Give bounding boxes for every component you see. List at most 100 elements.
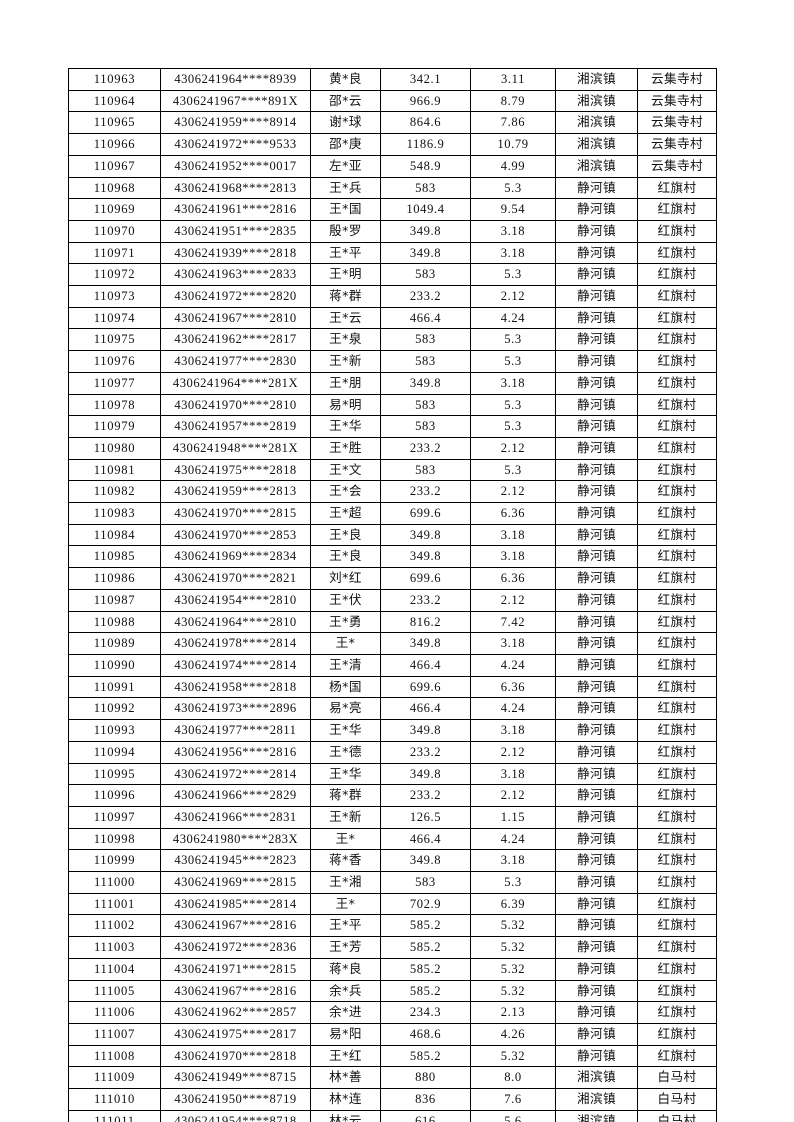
table-row: 110982 4306241959****2813 王*会 233.2 2.12 静河镇红… (68, 480, 717, 504)
cell-village: 红旗村 (637, 762, 717, 786)
table-row: 110963 4306241964****8939 黄*良 342.1 3.11 湘滨镇云… (68, 68, 717, 91)
cell-town: 静河镇 (555, 219, 638, 243)
cell-name: 王*红 (310, 1044, 381, 1068)
cell-idcard: 4306241970****2810 (160, 393, 311, 417)
cell-seq: 110971 (68, 241, 161, 265)
cell-rate: 3.18 (470, 241, 556, 265)
cell-village: 红旗村 (637, 393, 717, 417)
cell-town: 静河镇 (555, 241, 638, 265)
cell-idcard: 4306241962****2857 (160, 1001, 311, 1024)
cell-seq: 110967 (68, 154, 161, 178)
cell-name: 杨*国 (310, 675, 381, 699)
cell-rate: 4.26 (470, 1022, 556, 1046)
cell-idcard: 4306241964****281X (160, 371, 311, 395)
cell-town: 静河镇 (555, 545, 638, 569)
cell-seq: 110992 (68, 697, 161, 721)
table-row: 111003 4306241972****2836 王*芳 585.2 5.32 静河镇红… (68, 936, 717, 959)
cell-idcard: 4306241970****2853 (160, 523, 311, 547)
cell-name: 王*泉 (310, 328, 381, 352)
cell-amount: 583 (380, 871, 471, 894)
cell-rate: 5.3 (470, 458, 556, 482)
cell-rate: 5.3 (470, 415, 556, 438)
cell-town: 静河镇 (555, 610, 638, 634)
cell-name: 王*新 (310, 350, 381, 373)
cell-amount: 583 (380, 350, 471, 373)
cell-amount: 233.2 (380, 784, 471, 807)
cell-idcard: 4306241958****2818 (160, 675, 311, 699)
cell-rate: 4.24 (470, 697, 556, 721)
cell-rate: 5.3 (470, 393, 556, 417)
cell-idcard: 4306241985****2814 (160, 892, 311, 916)
cell-name: 邵*云 (310, 89, 381, 113)
cell-rate: 4.99 (470, 154, 556, 178)
cell-town: 静河镇 (555, 784, 638, 807)
cell-rate: 8.79 (470, 89, 556, 113)
cell-idcard: 4306241951****2835 (160, 219, 311, 243)
cell-amount: 702.9 (380, 892, 471, 916)
cell-name: 王*平 (310, 914, 381, 938)
cell-seq: 110999 (68, 849, 161, 873)
cell-seq: 111008 (68, 1044, 161, 1068)
cell-amount: 233.2 (380, 285, 471, 308)
cell-seq: 110995 (68, 762, 161, 786)
cell-town: 湘滨镇 (555, 1088, 638, 1111)
cell-town: 静河镇 (555, 892, 638, 916)
cell-idcard: 4306241959****2813 (160, 480, 311, 504)
cell-name: 邵*庚 (310, 133, 381, 156)
cell-name: 谢*球 (310, 111, 381, 135)
cell-idcard: 4306241972****2814 (160, 762, 311, 786)
table-row: 110977 4306241964****281X 王*朋 349.8 3.18 静河镇红… (68, 371, 717, 395)
cell-village: 红旗村 (637, 176, 717, 200)
cell-seq: 110994 (68, 740, 161, 764)
cell-idcard: 4306241939****2818 (160, 241, 311, 265)
cell-rate: 5.3 (470, 328, 556, 352)
cell-town: 湘滨镇 (555, 1109, 638, 1122)
cell-idcard: 4306241967****2816 (160, 979, 311, 1003)
cell-village: 红旗村 (637, 849, 717, 873)
cell-village: 红旗村 (637, 1001, 717, 1024)
cell-town: 湘滨镇 (555, 89, 638, 113)
cell-village: 红旗村 (637, 740, 717, 764)
cell-village: 红旗村 (637, 219, 717, 243)
cell-town: 静河镇 (555, 1001, 638, 1024)
cell-village: 红旗村 (637, 328, 717, 352)
cell-rate: 8.0 (470, 1066, 556, 1090)
cell-seq: 110984 (68, 523, 161, 547)
cell-town: 静河镇 (555, 1044, 638, 1068)
cell-seq: 110987 (68, 588, 161, 612)
cell-name: 王*勇 (310, 610, 381, 634)
cell-idcard: 4306241954****8718 (160, 1109, 311, 1122)
table-row: 110999 4306241945****2823 蒋*香 349.8 3.18 静河镇红… (68, 849, 717, 873)
cell-seq: 110981 (68, 458, 161, 482)
cell-amount: 583 (380, 176, 471, 200)
table-row: 110976 4306241977****2830 王*新 583 5.3 静河镇 红旗村 (68, 350, 717, 373)
cell-name: 王* (310, 827, 381, 851)
table-row: 111006 4306241962****2857 余*进 234.3 2.13 静河镇红… (68, 1001, 717, 1024)
cell-name: 王*明 (310, 263, 381, 287)
cell-village: 红旗村 (637, 610, 717, 634)
table-row: 110998 4306241980****283X 王* 466.4 4.24 静河镇 红旗… (68, 827, 717, 851)
cell-amount: 349.8 (380, 719, 471, 742)
cell-rate: 3.18 (470, 371, 556, 395)
cell-rate: 4.24 (470, 653, 556, 677)
cell-rate: 9.54 (470, 198, 556, 221)
table-row: 110996 4306241966****2829 蒋*群 233.2 2.12 静河镇红… (68, 784, 717, 807)
cell-name: 王* (310, 632, 381, 655)
cell-idcard: 4306241961****2816 (160, 198, 311, 221)
cell-town: 静河镇 (555, 1022, 638, 1046)
cell-town: 静河镇 (555, 285, 638, 308)
cell-amount: 548.9 (380, 154, 471, 178)
cell-seq: 111011 (68, 1109, 161, 1122)
cell-amount: 349.8 (380, 632, 471, 655)
cell-name: 左*亚 (310, 154, 381, 178)
cell-name: 王*会 (310, 480, 381, 504)
cell-amount: 880 (380, 1066, 471, 1090)
cell-idcard: 4306241945****2823 (160, 849, 311, 873)
cell-name: 殷*罗 (310, 219, 381, 243)
table-row: 110969 4306241961****2816 王*国 1049.4 9.54 静河镇… (68, 198, 717, 221)
cell-idcard: 4306241962****2817 (160, 328, 311, 352)
cell-village: 云集寺村 (637, 111, 717, 135)
cell-amount: 583 (380, 458, 471, 482)
cell-seq: 110985 (68, 545, 161, 569)
cell-name: 易*亮 (310, 697, 381, 721)
